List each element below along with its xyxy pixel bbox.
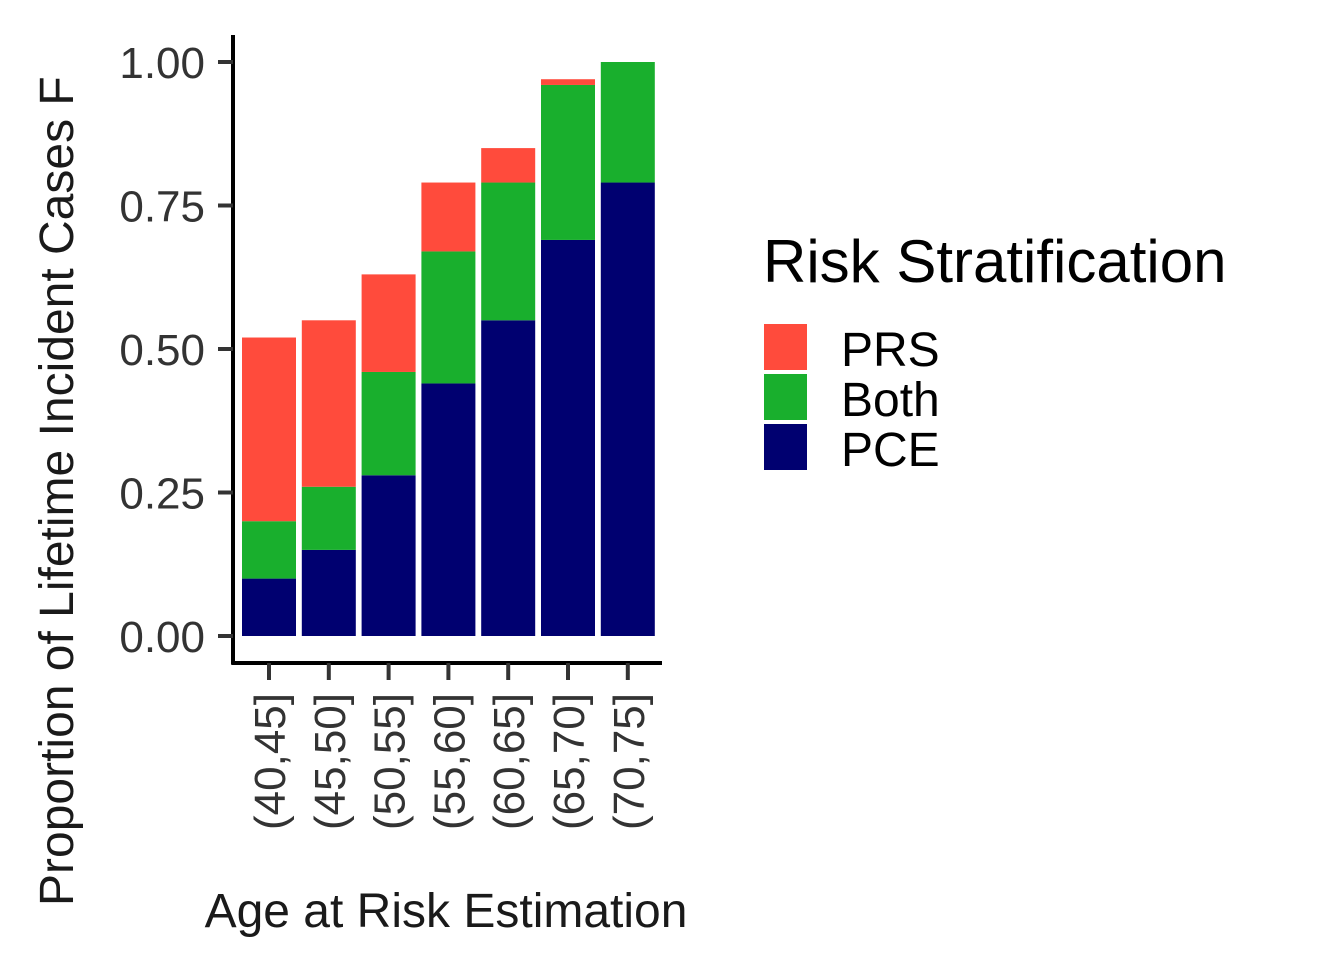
y-tick-label-0: 0.00 — [119, 613, 205, 662]
legend-title: Risk Stratification — [763, 228, 1226, 295]
y-axis-title: Proportion of Lifetime Incident Cases F — [31, 76, 84, 906]
x-tick-label-6: (70,75] — [605, 693, 654, 830]
x-tick-label-5: (65,70] — [545, 693, 594, 830]
x-tick-label-4: (60,65] — [485, 693, 534, 830]
x-tick-label-1: (45,50] — [306, 693, 355, 830]
axes-layer: 0.00 0.25 0.50 0.75 1.00 (40,45] (45,50] (50,55… — [31, 35, 687, 938]
bar-pce-1 — [301, 549, 356, 636]
y-tick-label-4: 1.00 — [119, 39, 205, 88]
bar-prs-4 — [481, 148, 536, 183]
bar-prs-3 — [421, 182, 476, 252]
bar-both-5 — [541, 84, 595, 240]
x-axis-title: Age at Risk Estimation — [205, 885, 688, 938]
y-tick-label-3: 0.75 — [119, 183, 205, 232]
legend-key-both — [764, 374, 807, 420]
bar-pce-5 — [541, 239, 595, 636]
x-tick-label-3: (55,60] — [425, 693, 474, 830]
bars-layer — [242, 62, 655, 637]
bar-prs-1 — [301, 320, 356, 487]
bar-both-0 — [242, 521, 296, 579]
legend-label-pce: PCE — [841, 424, 940, 477]
y-tick-label-2: 0.50 — [119, 326, 205, 375]
bar-pce-0 — [242, 578, 296, 636]
legend-key-prs — [764, 324, 807, 370]
bar-both-1 — [301, 486, 356, 550]
bar-prs-5 — [541, 79, 595, 85]
bar-both-4 — [481, 182, 536, 321]
x-tick-label-0: (40,45] — [246, 693, 295, 830]
x-tick-label-2: (50,55] — [366, 693, 415, 830]
bar-pce-4 — [481, 320, 536, 636]
bar-both-3 — [421, 251, 476, 384]
bar-pce-6 — [600, 182, 655, 637]
bar-pce-2 — [361, 475, 416, 636]
y-tick-label-1: 0.25 — [119, 470, 205, 519]
legend-label-prs: PRS — [841, 324, 940, 377]
bar-pce-3 — [421, 383, 476, 636]
legend-label-both: Both — [841, 374, 940, 427]
bar-prs-0 — [242, 337, 296, 522]
legend-key-pce — [764, 424, 807, 470]
bar-both-6 — [600, 62, 655, 183]
bar-prs-2 — [361, 274, 416, 372]
bar-both-2 — [361, 371, 416, 476]
